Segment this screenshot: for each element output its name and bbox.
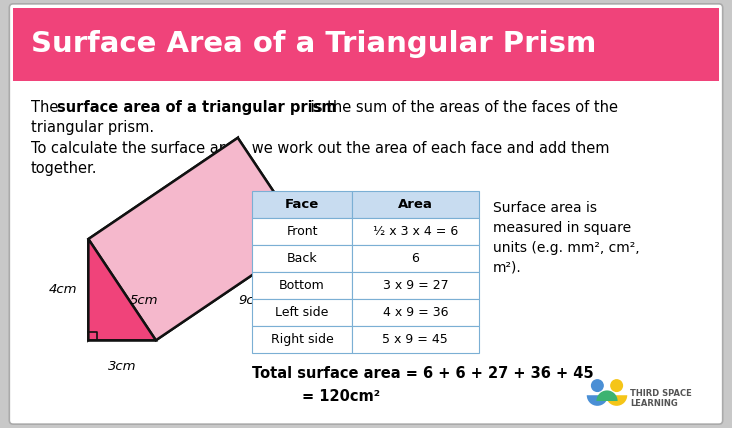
Bar bbox=[352, 191, 479, 218]
Text: Area: Area bbox=[398, 198, 433, 211]
Text: ½ x 3 x 4 = 6: ½ x 3 x 4 = 6 bbox=[373, 225, 458, 238]
Text: triangular prism.: triangular prism. bbox=[31, 121, 154, 136]
Text: Face: Face bbox=[285, 198, 319, 211]
Text: 5 x 9 = 45: 5 x 9 = 45 bbox=[383, 333, 448, 346]
Bar bbox=[253, 299, 352, 326]
Text: 6: 6 bbox=[411, 252, 419, 265]
FancyBboxPatch shape bbox=[10, 4, 722, 424]
Bar bbox=[352, 218, 479, 245]
Text: 5cm: 5cm bbox=[130, 294, 158, 307]
Text: = 120cm²: = 120cm² bbox=[302, 389, 381, 404]
Text: together.: together. bbox=[31, 161, 97, 176]
Bar bbox=[253, 191, 352, 218]
Text: Total surface area = 6 + 6 + 27 + 36 + 45: Total surface area = 6 + 6 + 27 + 36 + 4… bbox=[253, 366, 594, 381]
Polygon shape bbox=[89, 239, 305, 340]
Text: Surface area is
measured in square
units (e.g. mm², cm²,
m²).: Surface area is measured in square units… bbox=[493, 200, 640, 275]
Bar bbox=[352, 326, 479, 353]
Text: Right side: Right side bbox=[271, 333, 334, 346]
Text: Bottom: Bottom bbox=[279, 279, 325, 292]
Bar bbox=[352, 272, 479, 299]
Text: THIRD SPACE: THIRD SPACE bbox=[630, 389, 692, 398]
Wedge shape bbox=[597, 390, 618, 401]
Polygon shape bbox=[89, 239, 156, 340]
Text: is the sum of the areas of the faces of the: is the sum of the areas of the faces of … bbox=[306, 100, 619, 115]
Bar bbox=[352, 245, 479, 272]
Text: 4 x 9 = 36: 4 x 9 = 36 bbox=[383, 306, 448, 319]
Wedge shape bbox=[587, 395, 608, 406]
Text: 3cm: 3cm bbox=[108, 360, 136, 372]
Text: 3 x 9 = 27: 3 x 9 = 27 bbox=[383, 279, 448, 292]
Polygon shape bbox=[89, 138, 305, 340]
Text: Left side: Left side bbox=[275, 306, 329, 319]
Bar bbox=[352, 299, 479, 326]
Text: To calculate the surface area, we work out the area of each face and add them: To calculate the surface area, we work o… bbox=[31, 141, 609, 156]
Text: 9cm: 9cm bbox=[239, 294, 266, 307]
Bar bbox=[253, 218, 352, 245]
Bar bbox=[253, 245, 352, 272]
Text: 4cm: 4cm bbox=[48, 283, 77, 296]
Bar bbox=[253, 272, 352, 299]
Circle shape bbox=[591, 380, 603, 391]
FancyBboxPatch shape bbox=[10, 4, 722, 81]
Text: The: The bbox=[31, 100, 62, 115]
Text: LEARNING: LEARNING bbox=[630, 399, 678, 408]
Polygon shape bbox=[238, 138, 305, 239]
Circle shape bbox=[611, 380, 622, 391]
Text: Back: Back bbox=[287, 252, 318, 265]
Wedge shape bbox=[606, 395, 627, 406]
Text: surface area of a triangular prism: surface area of a triangular prism bbox=[56, 100, 336, 115]
Text: Surface Area of a Triangular Prism: Surface Area of a Triangular Prism bbox=[31, 30, 596, 58]
Bar bbox=[253, 326, 352, 353]
Polygon shape bbox=[89, 138, 238, 340]
Text: Front: Front bbox=[286, 225, 318, 238]
Bar bbox=[13, 46, 719, 81]
